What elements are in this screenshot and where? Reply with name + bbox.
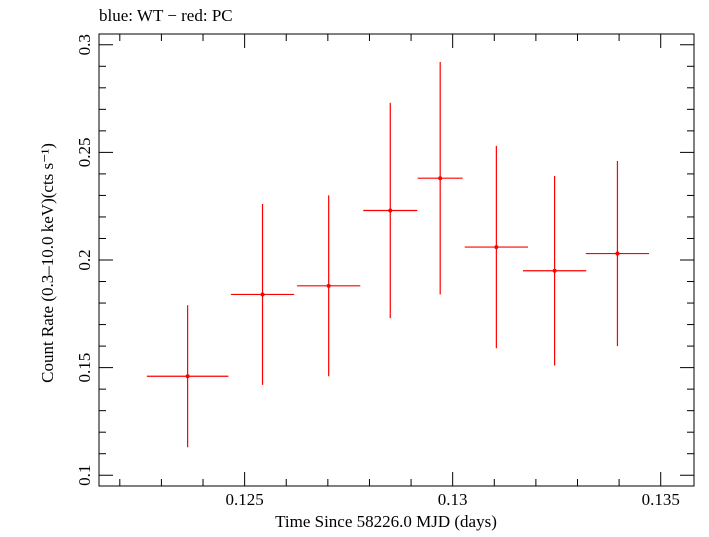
data-point <box>438 176 443 181</box>
x-axis-tick-labels: 0.125 0.13 0.135 <box>226 490 680 509</box>
x-tick-label: 0.125 <box>226 490 264 509</box>
data-point <box>494 245 499 250</box>
data-point <box>615 251 620 256</box>
data-point <box>326 283 331 288</box>
chart-title: blue: WT − red: PC <box>99 6 233 25</box>
x-axis-label: Time Since 58226.0 MJD (days) <box>275 512 497 531</box>
x-tick-label: 0.135 <box>642 490 680 509</box>
y-tick-label: 0.3 <box>75 34 94 55</box>
data-point <box>388 208 393 213</box>
y-tick-label: 0.15 <box>75 353 94 383</box>
y-tick-label: 0.2 <box>75 249 94 270</box>
y-tick-label: 0.1 <box>75 465 94 486</box>
y-tick-label: 0.25 <box>75 138 94 168</box>
y-axis-tick-labels: 0.1 0.15 0.2 0.25 0.3 <box>75 34 94 486</box>
x-tick-label: 0.13 <box>438 490 468 509</box>
x-axis-ticks <box>119 34 662 486</box>
y-axis-ticks <box>99 44 694 476</box>
data-series <box>146 61 650 448</box>
data-point <box>552 268 557 273</box>
plot-frame <box>98 33 695 487</box>
y-axis-label: Count Rate (0.3–10.0 keV)(cts s⁻¹) <box>38 143 57 383</box>
data-point <box>260 292 265 297</box>
series-points <box>146 61 650 448</box>
data-point <box>185 374 190 379</box>
